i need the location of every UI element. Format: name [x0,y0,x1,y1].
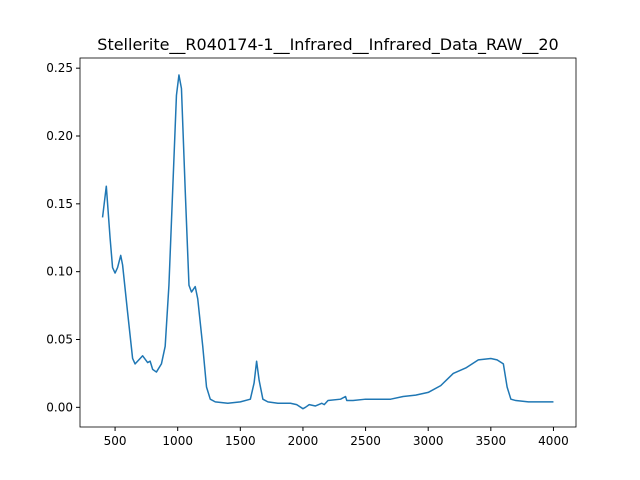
x-tick-label: 4000 [538,434,569,448]
y-tick-label: 0.00 [46,400,73,414]
data-line [101,74,554,410]
x-tick-label: 1000 [162,434,193,448]
chart-title: Stellerite__R040174-1__Infrared__Infrare… [97,35,558,55]
x-tick-label: 2500 [350,434,381,448]
x-tick-label: 3500 [476,434,507,448]
y-tick-label: 0.15 [46,197,73,211]
x-tick-label: 3000 [413,434,444,448]
y-tick-label: 0.25 [46,61,73,75]
x-tick-label: 2000 [288,434,319,448]
x-tick-label: 1500 [225,434,256,448]
axes-frame [79,57,577,428]
y-tick-label: 0.05 [46,332,73,346]
x-tick-label: 500 [104,434,127,448]
y-tick-label: 0.20 [46,129,73,143]
y-tick-label: 0.10 [46,265,73,279]
